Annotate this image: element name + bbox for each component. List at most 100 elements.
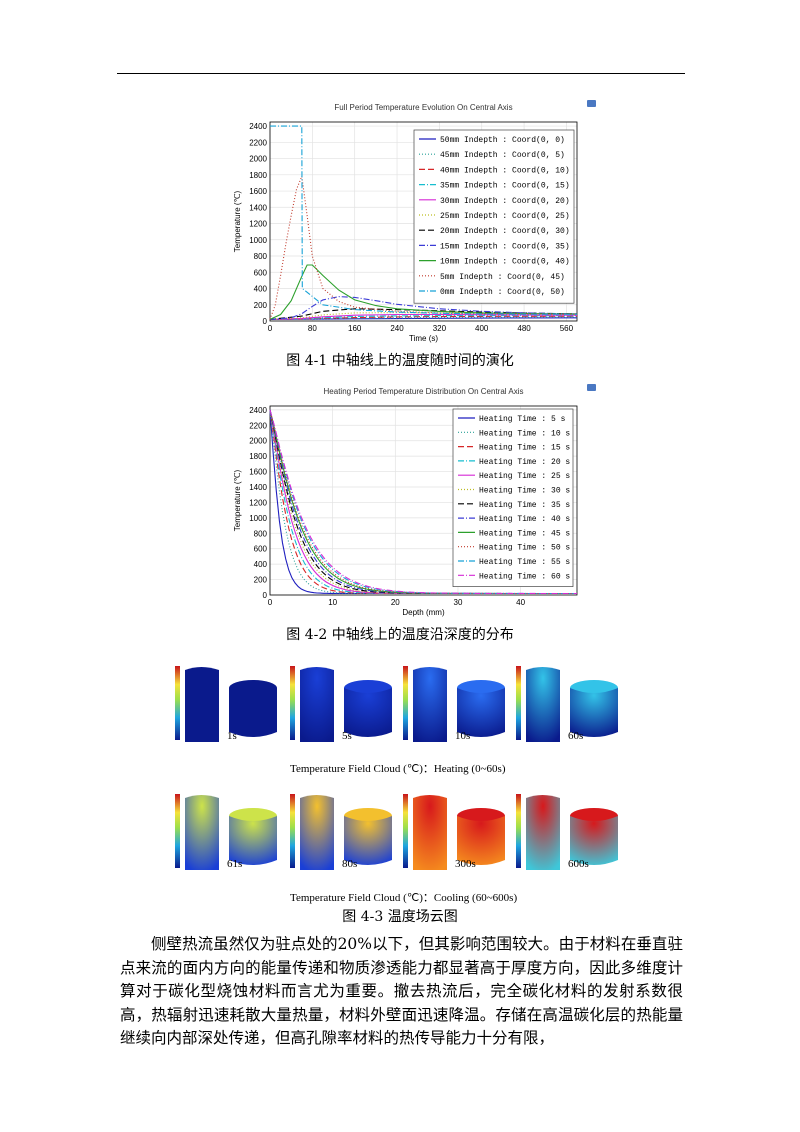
colorbar — [175, 794, 180, 868]
y-tick-label: 1800 — [249, 452, 267, 461]
temperature-field-image — [403, 794, 505, 870]
figure-1-chart: Full Period Temperature Evolution On Cen… — [200, 92, 600, 352]
temperature-field-image — [516, 666, 618, 742]
time-label: 5s — [342, 730, 352, 742]
y-axis-label: Temperature (℃) — [233, 469, 242, 531]
legend-entry: Heating Time : 25 s — [479, 472, 570, 481]
legend-entry: 40mm Indepth : Coord(0, 10) — [440, 166, 570, 175]
chart-title: Heating Period Temperature Distribution … — [324, 387, 524, 396]
cylinder-body — [229, 688, 277, 737]
y-tick-label: 1400 — [249, 483, 267, 492]
cylinder-body — [570, 816, 618, 865]
legend-entry: 0mm Indepth : Coord(0, 50) — [440, 288, 565, 297]
section-view — [413, 667, 447, 742]
legend-box — [452, 408, 574, 587]
y-tick-label: 200 — [254, 576, 268, 585]
plot-frame — [269, 405, 578, 596]
colorbar — [175, 666, 180, 740]
y-tick-label: 1200 — [249, 220, 267, 229]
colorbar — [403, 794, 408, 868]
legend-entry: 50mm Indepth : Coord(0, 0) — [440, 136, 565, 145]
export-icon — [587, 384, 596, 391]
temperature-field-image — [290, 794, 392, 870]
y-tick-label: 2000 — [249, 155, 267, 164]
y-axis-label: Temperature (℃) — [233, 190, 242, 252]
y-tick-label: 1000 — [249, 514, 267, 523]
x-tick-label: 80 — [308, 324, 317, 333]
y-tick-label: 600 — [254, 268, 268, 277]
x-tick-label: 20 — [391, 598, 400, 607]
cylinder-body — [457, 816, 505, 865]
cylinder-body — [344, 688, 392, 737]
y-tick-label: 800 — [254, 252, 268, 261]
y-tick-label: 0 — [263, 317, 268, 326]
x-tick-label: 30 — [454, 598, 463, 607]
heating-thumb: 60s — [512, 660, 624, 748]
cylinder-body — [229, 816, 277, 865]
time-label: 61s — [227, 858, 243, 870]
y-tick-label: 2400 — [249, 122, 267, 131]
x-tick-label: 560 — [560, 324, 574, 333]
cooling-thumb: 80s — [286, 788, 398, 876]
colorbar — [403, 666, 408, 740]
y-tick-label: 1400 — [249, 203, 267, 212]
series-line-6 — [269, 409, 577, 595]
time-label: 300s — [455, 858, 476, 870]
y-tick-label: 2200 — [249, 138, 267, 147]
series-line-12 — [269, 409, 577, 595]
temperature-field-image — [175, 666, 277, 742]
y-tick-label: 200 — [254, 301, 268, 310]
export-icon — [587, 100, 596, 107]
x-tick-label: 400 — [475, 324, 489, 333]
temperature-field-image — [403, 666, 505, 742]
y-tick-label: 2200 — [249, 421, 267, 430]
legend-entry: Heating Time : 40 s — [479, 515, 570, 524]
colorbar — [516, 794, 521, 868]
figure-1-caption: 图 4-1 中轴线上的温度随时间的演化 — [286, 353, 514, 369]
x-tick-label: 0 — [268, 324, 273, 333]
cooling-caption: Temperature Field Cloud (℃)：Cooling (60~… — [290, 892, 518, 904]
temperature-field-image — [175, 794, 277, 870]
colorbar — [290, 666, 295, 740]
section-view — [526, 667, 560, 742]
colorbar — [516, 666, 521, 740]
section-view — [413, 795, 447, 870]
cylinder-body — [570, 688, 618, 737]
figure-2-chart: Heating Period Temperature Distribution … — [200, 376, 600, 621]
time-label: 80s — [342, 858, 358, 870]
temperature-field-image — [516, 794, 618, 870]
legend-entry: Heating Time : 60 s — [479, 572, 570, 581]
heating-thumb: 10s — [399, 660, 511, 748]
legend-entry: 5mm Indepth : Coord(0, 45) — [440, 273, 565, 282]
y-tick-label: 0 — [263, 591, 268, 600]
series-line-7 — [269, 308, 578, 320]
legend-entry: Heating Time : 5 s — [479, 415, 566, 424]
y-tick-label: 400 — [254, 285, 268, 294]
legend-entry: Heating Time : 20 s — [479, 458, 570, 467]
time-label: 600s — [568, 858, 589, 870]
x-axis-label: Time (s) — [409, 334, 438, 343]
x-tick-label: 240 — [390, 324, 404, 333]
cooling-thumb: 61s — [171, 788, 283, 876]
legend-entry: 25mm Indepth : Coord(0, 25) — [440, 212, 570, 221]
legend-entry: Heating Time : 55 s — [479, 558, 570, 567]
time-label: 10s — [455, 730, 471, 742]
y-tick-label: 2400 — [249, 406, 267, 415]
y-tick-label: 1200 — [249, 498, 267, 507]
plot-frame — [269, 121, 578, 322]
series-line-11 — [270, 125, 578, 315]
x-axis-label: Depth (mm) — [402, 608, 445, 617]
legend-entry: 35mm Indepth : Coord(0, 15) — [440, 182, 570, 191]
y-tick-label: 2000 — [249, 437, 267, 446]
cylinder-body — [457, 688, 505, 737]
section-view — [185, 667, 219, 742]
cooling-thumb: 600s — [512, 788, 624, 876]
section-view — [300, 667, 334, 742]
temperature-field-image — [290, 666, 392, 742]
series-line-5 — [269, 313, 578, 320]
body-paragraph: 侧壁热流虽然仅为驻点处的20%以下，但其影响范围较大。由于材料在垂直驻点来流的面… — [120, 935, 683, 1047]
legend-entry: Heating Time : 10 s — [479, 429, 570, 438]
heating-thumb: 1s — [171, 660, 283, 748]
x-tick-label: 40 — [516, 598, 525, 607]
section-view — [300, 795, 334, 870]
